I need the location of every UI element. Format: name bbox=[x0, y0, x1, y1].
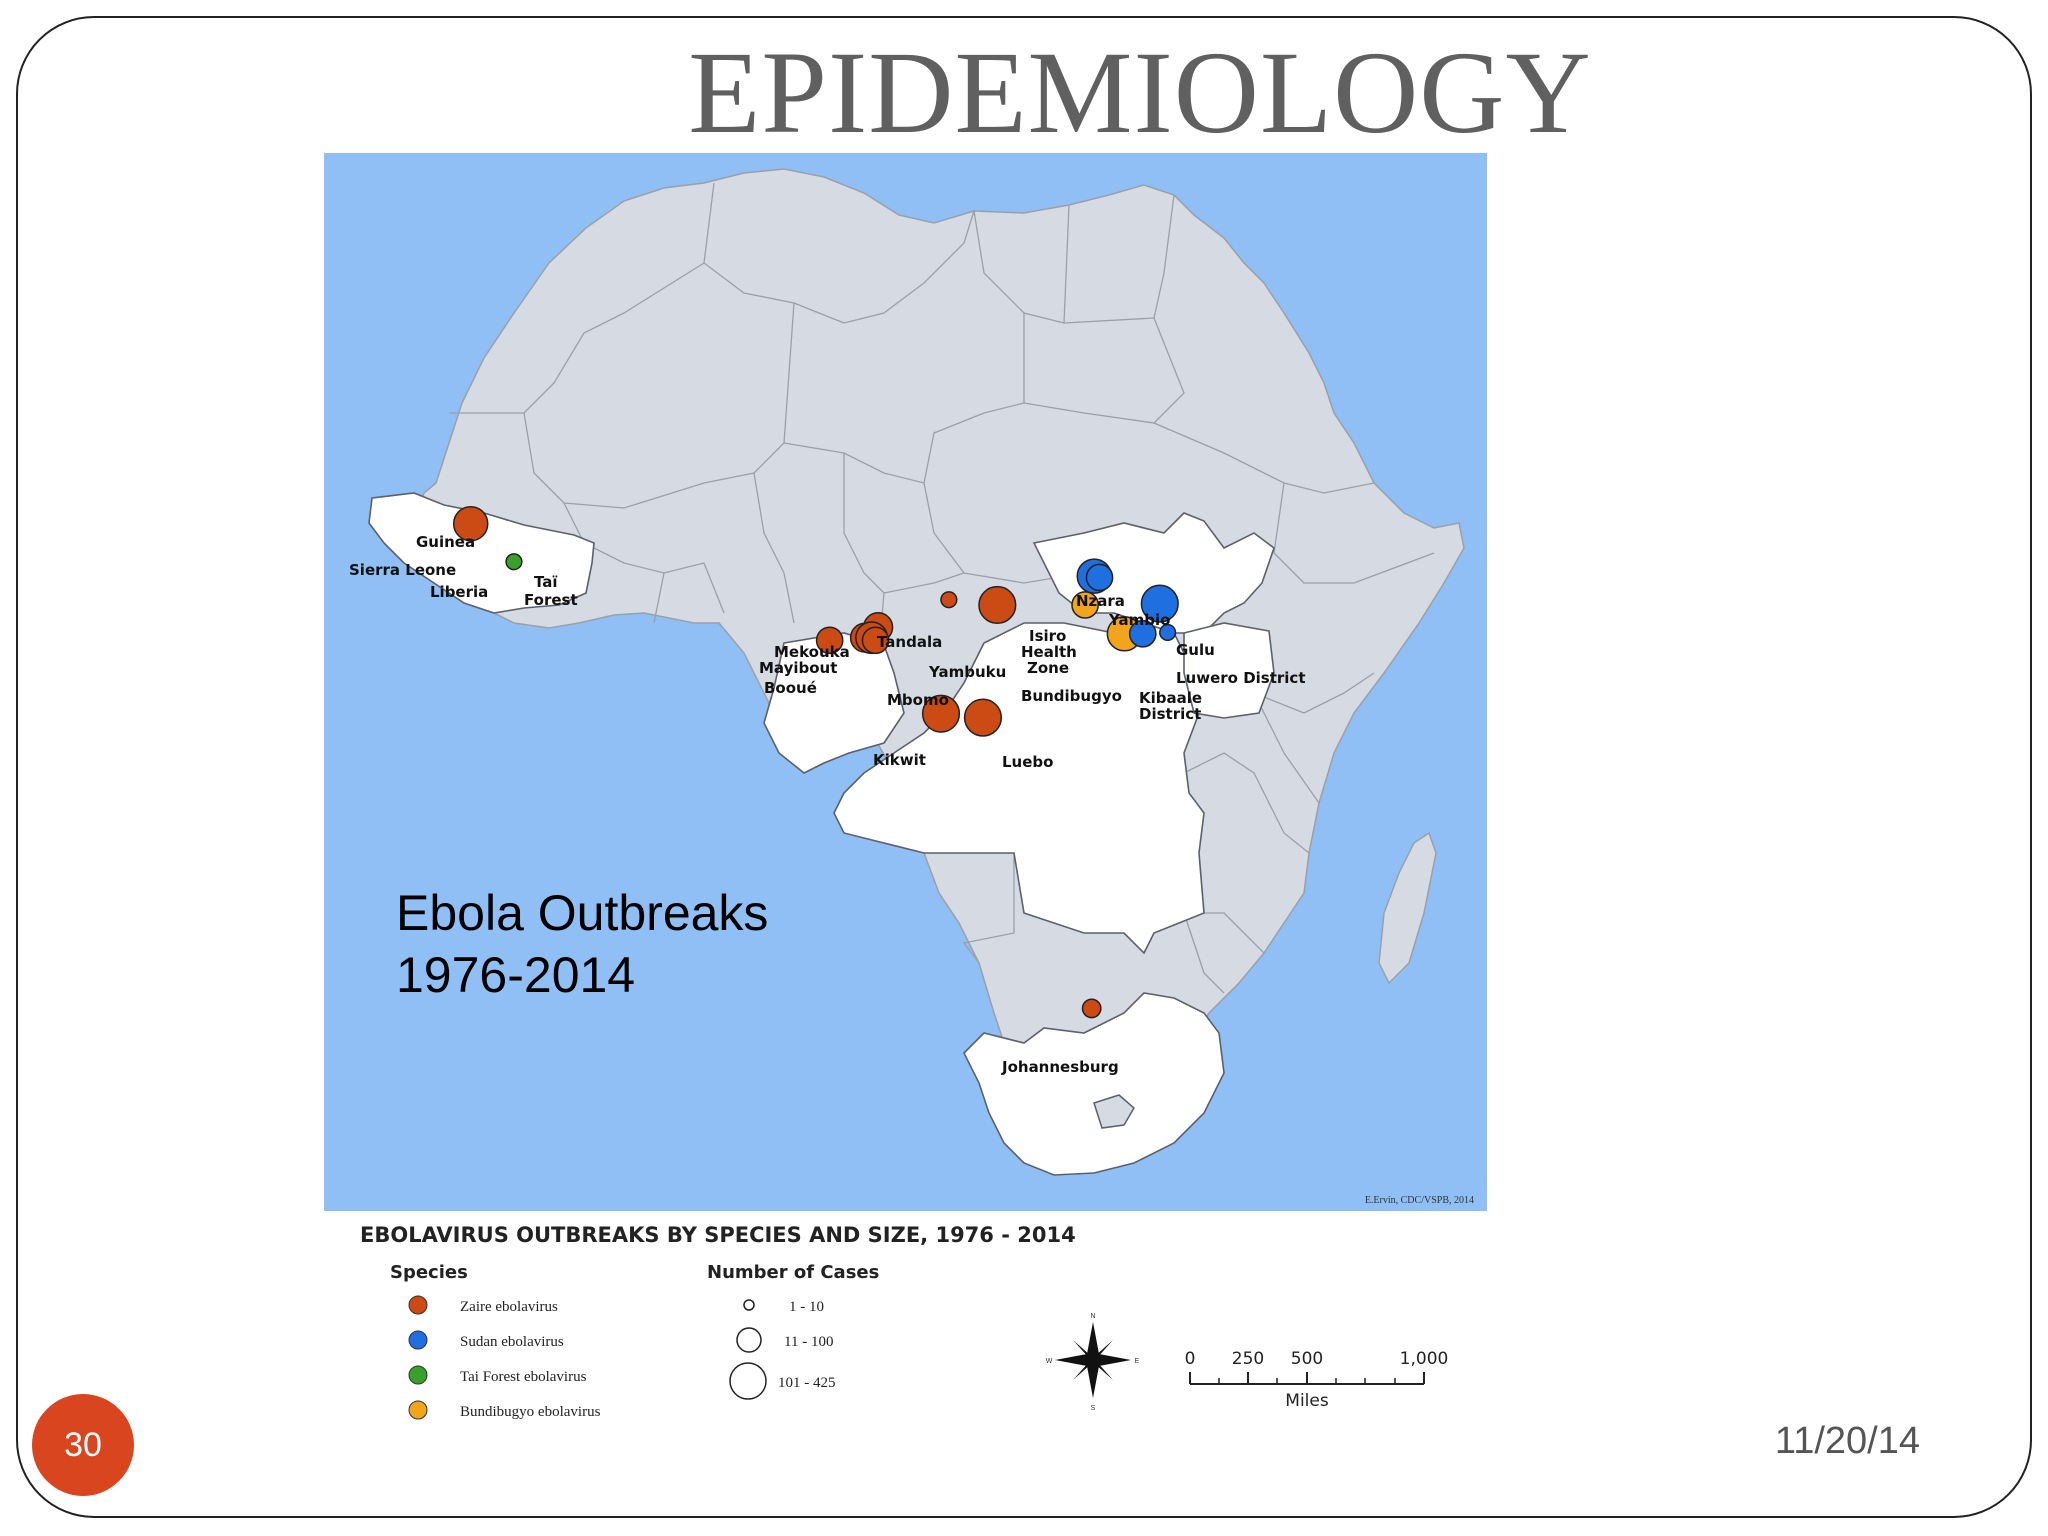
cases-swatch-large bbox=[729, 1362, 767, 1400]
cases-label-large: 101 - 425 bbox=[778, 1375, 836, 1391]
cases-label-small: 1 - 10 bbox=[789, 1299, 824, 1315]
cases-label-medium: 11 - 100 bbox=[784, 1334, 833, 1350]
species-label-sudan: Sudan ebolavirus bbox=[460, 1334, 564, 1350]
scale-bar: 0 250 500 1,000 Miles bbox=[1185, 1349, 1449, 1411]
map-credit: E.Ervin, CDC/VSPB, 2014 bbox=[1365, 1195, 1474, 1206]
compass-e: E bbox=[1135, 1358, 1140, 1365]
label-nzara: Nzara bbox=[1076, 592, 1125, 610]
scale-tick-1000: 1,000 bbox=[1400, 1349, 1449, 1369]
marker-kikwit bbox=[921, 694, 961, 733]
compass-s: S bbox=[1091, 1405, 1096, 1412]
marker-booue bbox=[815, 626, 844, 655]
label-isiro-1: Isiro bbox=[1029, 627, 1066, 645]
page-number-badge: 30 bbox=[32, 1394, 134, 1496]
label-mbomo: Mbomo bbox=[887, 691, 949, 709]
compass-rose-icon: N S E W bbox=[1046, 1313, 1140, 1412]
slide-date: 11/20/14 bbox=[1774, 1420, 1920, 1462]
outbreak-countries bbox=[368, 492, 1275, 1176]
label-yambio: Yambio bbox=[1108, 611, 1170, 629]
label-mayibout: Mayibout bbox=[759, 659, 837, 677]
country-borders bbox=[449, 182, 1435, 994]
label-kikwit: Kikwit bbox=[873, 751, 926, 769]
label-isiro-3: Zone bbox=[1027, 659, 1069, 677]
africa-map-svg: Guinea Sierra Leone Liberia Taï Forest M… bbox=[324, 153, 1487, 1211]
map-legend: EBOLAVIRUS OUTBREAKS BY SPECIES AND SIZE… bbox=[324, 1212, 1504, 1452]
marker-mbomo-2 bbox=[861, 626, 890, 655]
species-swatch-sudan bbox=[408, 1330, 428, 1350]
compass-n: N bbox=[1090, 1313, 1095, 1320]
scale-tick-250: 250 bbox=[1232, 1349, 1264, 1369]
label-tai-forest-1: Taï bbox=[534, 573, 558, 591]
species-label-bundibugyo: Bundibugyo ebolavirus bbox=[460, 1404, 601, 1420]
marker-tai-forest bbox=[505, 553, 523, 571]
madagascar bbox=[1378, 831, 1437, 985]
scale-tick-0: 0 bbox=[1185, 1349, 1196, 1369]
legend-svg: EBOLAVIRUS OUTBREAKS BY SPECIES AND SIZE… bbox=[360, 1223, 1449, 1420]
ebola-overlay-text: Ebola Outbreaks 1976-2014 bbox=[396, 882, 768, 1006]
species-label-zaire: Zaire ebolavirus bbox=[460, 1299, 558, 1315]
scale-unit: Miles bbox=[1285, 1391, 1329, 1411]
species-swatch-tai-forest bbox=[408, 1365, 428, 1385]
species-label-tai-forest: Tai Forest ebolavirus bbox=[460, 1369, 587, 1385]
label-tai-forest-2: Forest bbox=[524, 591, 578, 609]
africa-map: Guinea Sierra Leone Liberia Taï Forest M… bbox=[324, 153, 1487, 1211]
scale-tick-500: 500 bbox=[1291, 1349, 1323, 1369]
outbreak-markers bbox=[452, 505, 1179, 1019]
marker-tandala bbox=[940, 591, 958, 609]
place-labels: Guinea Sierra Leone Liberia Taï Forest M… bbox=[349, 533, 1306, 1076]
label-johannesburg: Johannesburg bbox=[1001, 1058, 1119, 1076]
marker-guinea-region bbox=[452, 505, 489, 542]
label-yambuku: Yambuku bbox=[928, 663, 1006, 681]
marker-gulu bbox=[1140, 584, 1179, 623]
species-swatch-bundibugyo bbox=[408, 1400, 428, 1420]
species-swatch-zaire bbox=[408, 1295, 428, 1315]
slide-frame bbox=[16, 16, 2032, 1518]
overlay-line-1: Ebola Outbreaks bbox=[396, 885, 769, 941]
uganda-region bbox=[1183, 622, 1275, 719]
label-kibaale-2: District bbox=[1139, 705, 1201, 723]
compass-w: W bbox=[1046, 1358, 1053, 1365]
cases-swatch-medium bbox=[736, 1327, 762, 1353]
marker-luwero bbox=[1159, 623, 1177, 642]
label-gulu: Gulu bbox=[1176, 641, 1215, 659]
legend-title: EBOLAVIRUS OUTBREAKS BY SPECIES AND SIZE… bbox=[360, 1223, 1076, 1247]
overlay-line-2: 1976-2014 bbox=[396, 947, 636, 1003]
label-guinea: Guinea bbox=[416, 533, 475, 551]
marker-kibaale bbox=[1128, 619, 1157, 648]
marker-johannesburg bbox=[1081, 998, 1102, 1019]
south-africa-region bbox=[963, 992, 1225, 1176]
label-sierra-leone: Sierra Leone bbox=[349, 561, 456, 579]
label-bundibugyo: Bundibugyo bbox=[1021, 687, 1122, 705]
label-luebo: Luebo bbox=[1002, 753, 1053, 771]
label-mekouka: Mekouka bbox=[774, 643, 850, 661]
label-booue: Booué bbox=[764, 679, 817, 697]
marker-luebo bbox=[963, 698, 1003, 737]
lesotho bbox=[1093, 1094, 1135, 1129]
label-isiro-2: Health bbox=[1021, 643, 1077, 661]
drc-region bbox=[833, 622, 1205, 955]
label-tandala: Tandala bbox=[877, 633, 942, 651]
cases-swatch-small bbox=[743, 1299, 755, 1311]
cases-heading: Number of Cases bbox=[707, 1262, 879, 1283]
marker-yambuku bbox=[978, 585, 1017, 625]
slide-title: EPIDEMIOLOGY bbox=[688, 27, 1592, 158]
label-kibaale-1: Kibaale bbox=[1139, 689, 1202, 707]
africa-landmass bbox=[418, 168, 1465, 1114]
species-heading: Species bbox=[390, 1262, 468, 1283]
marker-yambio bbox=[1085, 563, 1114, 592]
marker-isiro bbox=[1071, 591, 1099, 619]
label-liberia: Liberia bbox=[430, 583, 488, 601]
label-luwero: Luwero District bbox=[1176, 669, 1306, 687]
